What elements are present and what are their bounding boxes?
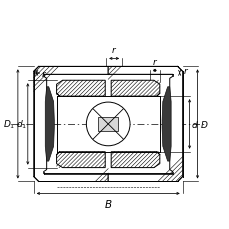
Text: $r$: $r$ [151,57,157,67]
Text: $r$: $r$ [41,68,47,79]
Polygon shape [161,87,170,161]
Text: $r$: $r$ [182,65,188,76]
PathPatch shape [111,81,159,97]
Polygon shape [45,87,54,161]
Text: $D_1$: $D_1$ [3,118,16,131]
Circle shape [86,103,129,146]
PathPatch shape [56,81,105,97]
Polygon shape [98,117,118,131]
Text: $r$: $r$ [111,45,117,55]
Text: $B$: $B$ [104,198,112,210]
Text: $d_1$: $d_1$ [16,118,27,131]
Text: $D$: $D$ [199,119,207,130]
PathPatch shape [111,152,159,168]
PathPatch shape [56,152,105,168]
PathPatch shape [108,67,182,182]
Text: $d$: $d$ [190,119,197,130]
PathPatch shape [34,67,108,182]
